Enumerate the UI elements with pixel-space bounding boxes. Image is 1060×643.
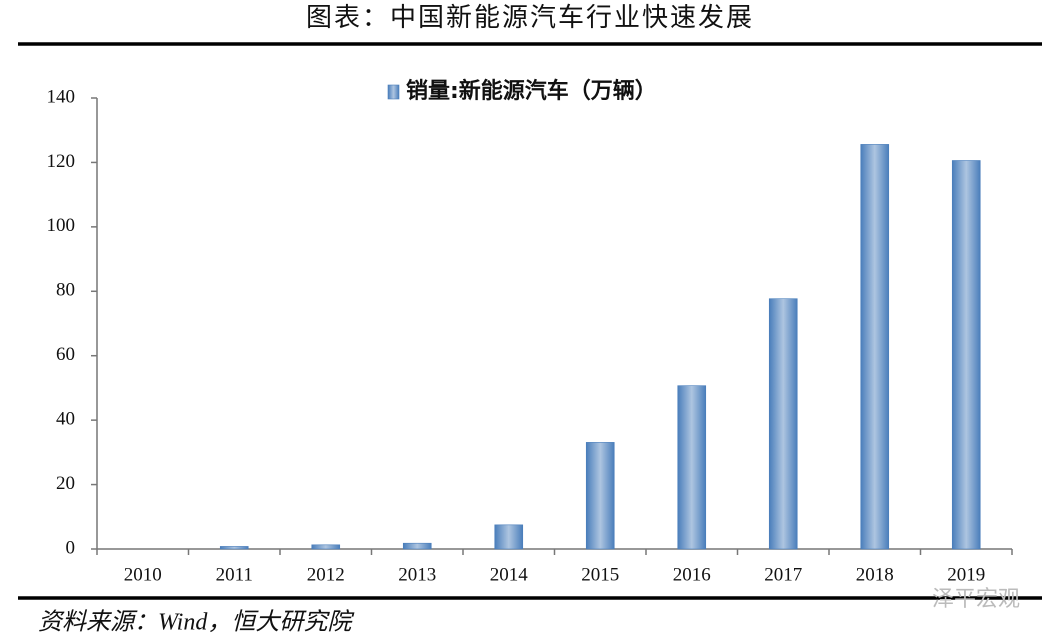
x-tick-label: 2015 [581, 564, 619, 585]
y-tick-label: 20 [56, 473, 75, 494]
x-tick-label: 2019 [947, 564, 985, 585]
bar [311, 544, 341, 550]
bar [768, 298, 798, 550]
y-tick-label: 100 [47, 215, 76, 236]
x-tick-label: 2014 [490, 564, 529, 585]
legend-label: 销量:新能源汽车（万辆） [406, 78, 657, 104]
x-tick-label: 2016 [673, 564, 711, 585]
y-tick-label: 60 [56, 344, 75, 365]
y-tick-label: 80 [56, 280, 75, 301]
y-tick-label: 40 [56, 409, 75, 430]
x-tick-label: 2012 [307, 564, 345, 585]
x-tick-label: 2011 [216, 564, 253, 585]
y-tick-label: 140 [47, 86, 76, 107]
source-note: 资料来源：Wind，恒大研究院 [38, 609, 355, 636]
x-tick-label: 2017 [764, 564, 802, 585]
bar [402, 542, 432, 550]
x-tick-label: 2013 [398, 564, 436, 585]
y-tick-label: 120 [47, 151, 76, 172]
legend-swatch [387, 84, 400, 100]
bar [951, 160, 981, 550]
chart-title: 图表：中国新能源汽车行业快速发展 [306, 3, 754, 32]
watermark: 泽平宏观 [932, 587, 1020, 612]
bar [219, 546, 249, 550]
x-tick-label: 2018 [856, 564, 894, 585]
bar [585, 442, 615, 550]
bar [494, 524, 524, 550]
bar [677, 385, 707, 550]
x-tick-label: 2010 [124, 564, 162, 585]
y-tick-label: 0 [66, 537, 76, 558]
bar [860, 144, 890, 550]
